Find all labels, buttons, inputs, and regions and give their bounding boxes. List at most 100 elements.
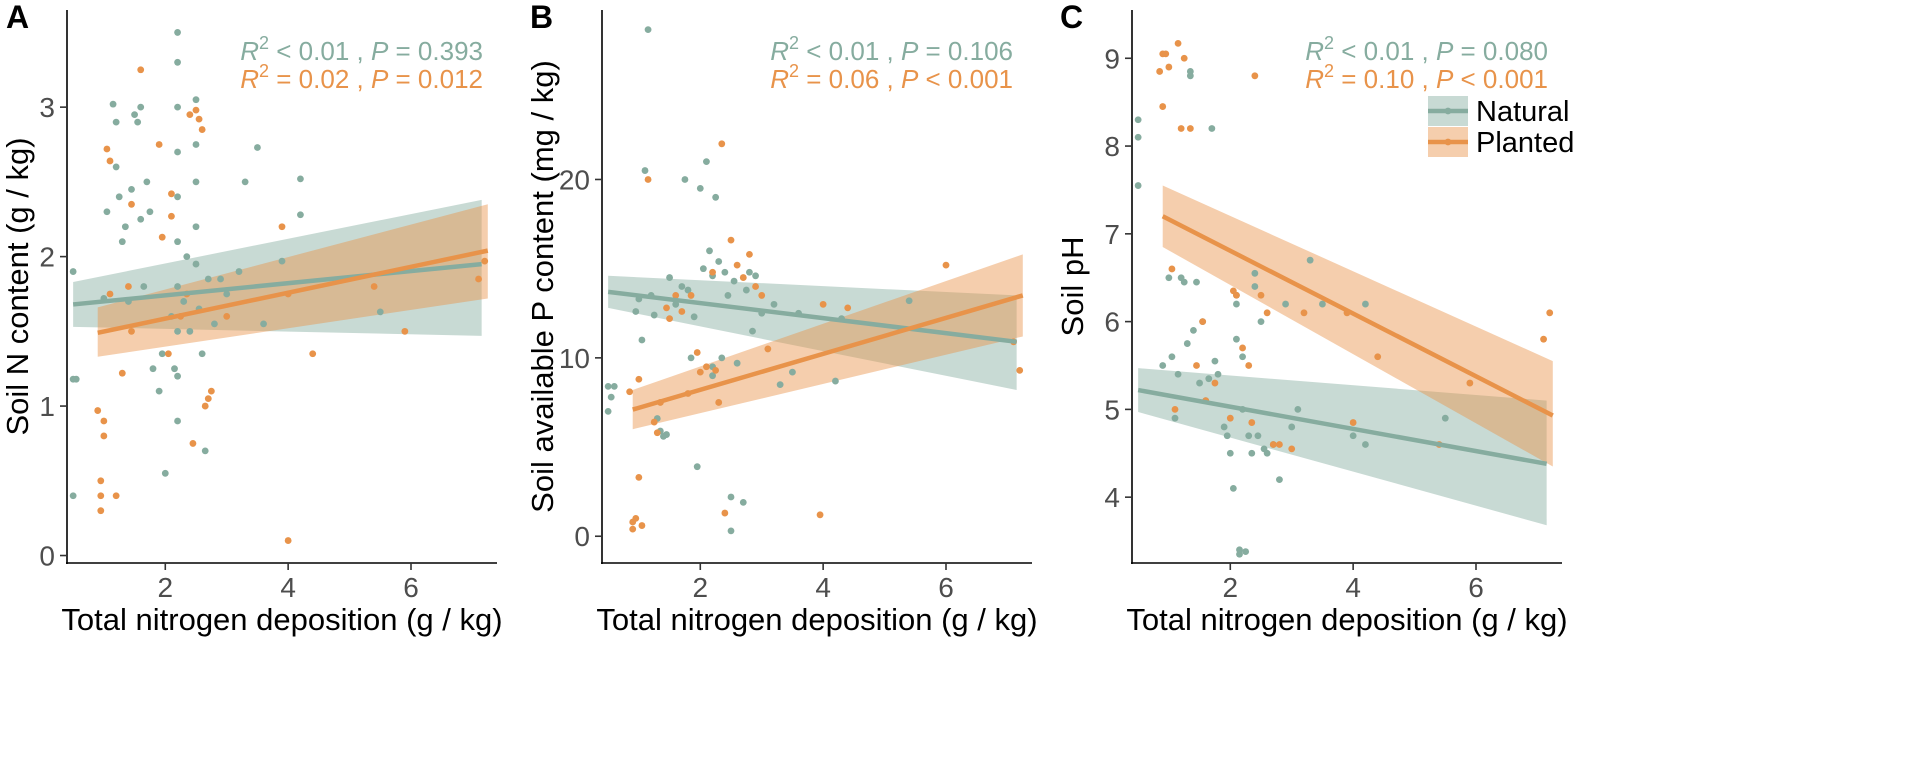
point-planted (632, 515, 640, 522)
point-planted (844, 304, 852, 312)
point-planted (100, 417, 108, 425)
point-natural (1190, 326, 1197, 334)
point-planted (1288, 445, 1296, 453)
point-planted (696, 368, 704, 376)
point-planted (1162, 50, 1170, 58)
point-planted (626, 388, 634, 396)
point-natural (1174, 370, 1182, 378)
point-planted (164, 350, 172, 358)
point-natural (211, 320, 218, 328)
point-planted (97, 477, 105, 485)
point-natural (746, 268, 753, 276)
point-natural (1159, 362, 1167, 369)
point-natural (1208, 125, 1216, 132)
point-natural (112, 118, 120, 126)
point-planted (1159, 103, 1167, 110)
point-planted (100, 432, 108, 440)
point-planted (1165, 63, 1173, 71)
y-tick-label: 4 (1104, 482, 1120, 513)
point-planted (198, 126, 206, 133)
point-planted (106, 290, 114, 298)
point-planted (370, 283, 378, 290)
point-natural (1183, 340, 1191, 347)
point-planted (1349, 419, 1357, 426)
point-planted (653, 429, 661, 437)
point-natural (1245, 432, 1253, 440)
point-planted (638, 522, 646, 529)
point-natural (192, 141, 200, 148)
point-planted (718, 140, 726, 148)
x-tick-label: 2 (692, 572, 708, 603)
point-planted (816, 511, 824, 519)
point-natural (644, 26, 652, 34)
point-planted (1233, 291, 1240, 299)
point-planted (678, 308, 686, 315)
point-natural (1168, 353, 1176, 361)
y-tick-label: 6 (1104, 307, 1120, 338)
point-planted (125, 283, 132, 290)
panel-letter: A (6, 0, 29, 35)
fit-line-planted (1161, 214, 1554, 418)
point-natural (174, 29, 181, 36)
point-planted (1177, 125, 1185, 132)
y-tick-label: 3 (39, 92, 55, 123)
legend-point-planted (1444, 138, 1452, 146)
panel-letter: B (530, 0, 553, 35)
point-natural (140, 283, 148, 290)
point-natural (1214, 370, 1222, 378)
point-planted (721, 509, 729, 517)
point-natural (149, 365, 157, 373)
stat-annotation-natural: R2 < 0.01 , P = 0.080 (1305, 33, 1548, 66)
point-planted (1248, 419, 1256, 426)
point-natural (832, 377, 839, 385)
y-tick-label: 7 (1104, 219, 1120, 250)
point-planted (752, 283, 759, 290)
point-natural (1242, 548, 1250, 555)
point-planted (635, 375, 643, 383)
point-natural (607, 393, 615, 401)
point-natural (297, 175, 304, 183)
point-natural (115, 193, 123, 201)
point-natural (696, 184, 704, 192)
point-natural (604, 407, 612, 415)
point-planted (137, 66, 145, 74)
point-natural (121, 223, 129, 231)
point-planted (687, 292, 695, 299)
point-natural (672, 300, 680, 308)
x-tick-label: 2 (157, 572, 173, 603)
point-planted (1374, 353, 1382, 361)
y-tick-label: 0 (574, 521, 590, 552)
point-planted (481, 257, 489, 265)
point-natural (1229, 484, 1237, 492)
x-tick-label: 6 (938, 572, 954, 603)
point-planted (635, 473, 643, 481)
point-natural (733, 359, 741, 367)
point-natural (712, 193, 720, 201)
point-natural (1276, 476, 1283, 484)
point-natural (186, 327, 194, 335)
legend-label-planted: Planted (1476, 127, 1574, 159)
point-natural (663, 431, 670, 438)
y-tick-label: 5 (1104, 394, 1120, 425)
point-planted (758, 292, 766, 299)
point-natural (137, 215, 145, 223)
point-planted (1466, 379, 1474, 387)
point-natural (905, 297, 913, 305)
point-planted (201, 402, 209, 410)
point-natural (1282, 300, 1289, 308)
point-natural (715, 258, 723, 265)
point-natural (718, 354, 726, 362)
point-natural (1134, 182, 1142, 189)
point-natural (112, 163, 120, 171)
point-natural (690, 313, 698, 321)
point-natural (1233, 300, 1240, 308)
point-natural (770, 300, 778, 308)
point-natural (1239, 353, 1246, 361)
point-natural (158, 350, 166, 358)
point-natural (161, 469, 169, 477)
point-natural (297, 211, 304, 219)
confidence-band-planted (632, 254, 1023, 430)
point-natural (235, 268, 243, 275)
x-tick-label: 4 (815, 572, 831, 603)
